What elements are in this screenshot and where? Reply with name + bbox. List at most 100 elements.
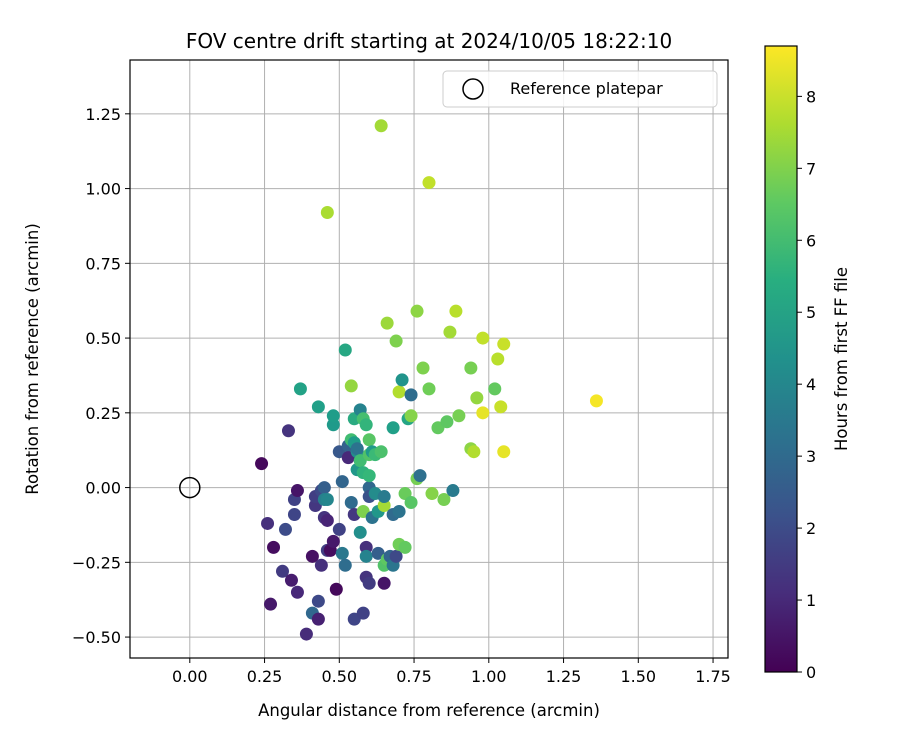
colorbar-tick-label: 3 <box>806 447 816 466</box>
data-point <box>284 573 298 587</box>
data-point <box>255 457 269 471</box>
data-point <box>404 496 418 510</box>
data-point <box>470 391 484 405</box>
data-point <box>332 522 346 536</box>
y-tick-label: 1.25 <box>85 105 121 124</box>
data-point <box>329 582 343 596</box>
data-point <box>267 540 281 554</box>
colorbar-tick-label: 5 <box>806 303 816 322</box>
x-tick-label: 0.75 <box>396 667 432 686</box>
x-tick-label: 1.50 <box>620 667 656 686</box>
data-point <box>386 421 400 435</box>
data-point <box>380 316 394 330</box>
y-tick-label: 0.75 <box>85 254 121 273</box>
data-point <box>449 304 463 318</box>
colorbar-tick-label: 2 <box>806 519 816 538</box>
data-point <box>320 513 334 527</box>
colorbar-tick-label: 0 <box>806 663 816 682</box>
data-point <box>476 406 490 420</box>
data-point <box>311 400 325 414</box>
data-point <box>290 585 304 599</box>
x-tick-label: 0.00 <box>172 667 208 686</box>
data-point <box>344 496 358 510</box>
data-point <box>422 382 436 396</box>
colorbar-gradient <box>764 45 798 673</box>
data-point <box>416 361 430 375</box>
data-point <box>362 576 376 590</box>
data-point <box>589 394 603 408</box>
x-tick-label: 1.75 <box>695 667 731 686</box>
data-point <box>335 475 349 489</box>
data-point <box>299 627 313 641</box>
data-point <box>497 337 511 351</box>
data-point <box>338 343 352 357</box>
data-point <box>392 385 406 399</box>
data-point <box>374 119 388 133</box>
y-tick-label: 0.50 <box>85 329 121 348</box>
data-point <box>422 176 436 190</box>
data-point <box>395 373 409 387</box>
data-point <box>353 525 367 539</box>
data-point <box>398 540 412 554</box>
x-tick-label: 1.00 <box>471 667 507 686</box>
data-point <box>452 409 466 423</box>
reference-point-marker <box>179 476 201 499</box>
data-point <box>326 534 340 548</box>
data-point <box>374 445 388 459</box>
legend: Reference platepar <box>442 70 718 108</box>
data-point <box>359 540 373 554</box>
colorbar-ticks: 0 1 2 3 4 5 6 7 8 <box>797 87 816 682</box>
colorbar-tick-label: 6 <box>806 231 816 250</box>
colorbar-tick-label: 1 <box>806 591 816 610</box>
data-point <box>443 325 457 339</box>
data-point <box>488 382 502 396</box>
data-point <box>317 481 331 495</box>
grid-lines <box>130 60 728 658</box>
y-tick-label: 0.25 <box>85 404 121 423</box>
data-point <box>392 504 406 518</box>
colorbar-title: Hours from first FF file <box>832 267 851 451</box>
y-tick-label: −0.50 <box>72 628 121 647</box>
data-point <box>320 493 334 507</box>
data-point <box>425 487 439 501</box>
data-point <box>476 331 490 345</box>
data-point <box>413 469 427 483</box>
data-point <box>359 418 373 432</box>
data-point <box>389 334 403 348</box>
data-point <box>293 382 307 396</box>
data-point <box>377 576 391 590</box>
data-point <box>278 522 292 536</box>
data-point <box>359 549 373 563</box>
x-axis-title: Angular distance from reference (arcmin) <box>258 701 600 720</box>
data-point <box>404 388 418 402</box>
colorbar-tick-label: 4 <box>806 375 816 394</box>
chart-title: FOV centre drift starting at 2024/10/05 … <box>186 29 672 53</box>
data-point <box>350 442 364 456</box>
data-point <box>344 379 358 393</box>
data-point <box>290 484 304 498</box>
data-point <box>356 606 370 620</box>
colorbar-tick-label: 7 <box>806 159 816 178</box>
data-point <box>491 352 505 366</box>
x-tick-label: 0.25 <box>247 667 283 686</box>
data-point <box>497 445 511 459</box>
data-point <box>326 409 340 423</box>
y-axis-title: Rotation from reference (arcmin) <box>23 223 42 495</box>
data-point <box>311 612 325 626</box>
data-point <box>305 549 319 563</box>
data-point <box>377 499 391 513</box>
legend-open-circle-icon <box>462 78 484 100</box>
y-tick-label: 1.00 <box>85 180 121 199</box>
data-point <box>320 205 334 219</box>
data-point <box>494 400 508 414</box>
legend-label: Reference platepar <box>510 79 663 98</box>
plot-frame <box>129 59 729 659</box>
data-point <box>338 558 352 572</box>
data-point <box>287 507 301 521</box>
x-tick-label: 0.50 <box>321 667 357 686</box>
y-axis-ticks: −0.50 −0.25 0.00 0.25 0.50 0.75 1.00 1.25 <box>72 105 130 647</box>
data-point <box>404 409 418 423</box>
data-point <box>410 304 424 318</box>
data-point <box>389 549 403 563</box>
